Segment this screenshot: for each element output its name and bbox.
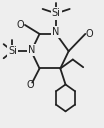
Text: O: O	[17, 20, 25, 30]
Text: Si: Si	[8, 46, 17, 56]
Text: Si: Si	[52, 8, 61, 18]
Text: O: O	[86, 29, 93, 39]
Text: O: O	[26, 80, 34, 90]
Text: N: N	[53, 27, 60, 37]
Text: N: N	[28, 45, 35, 55]
